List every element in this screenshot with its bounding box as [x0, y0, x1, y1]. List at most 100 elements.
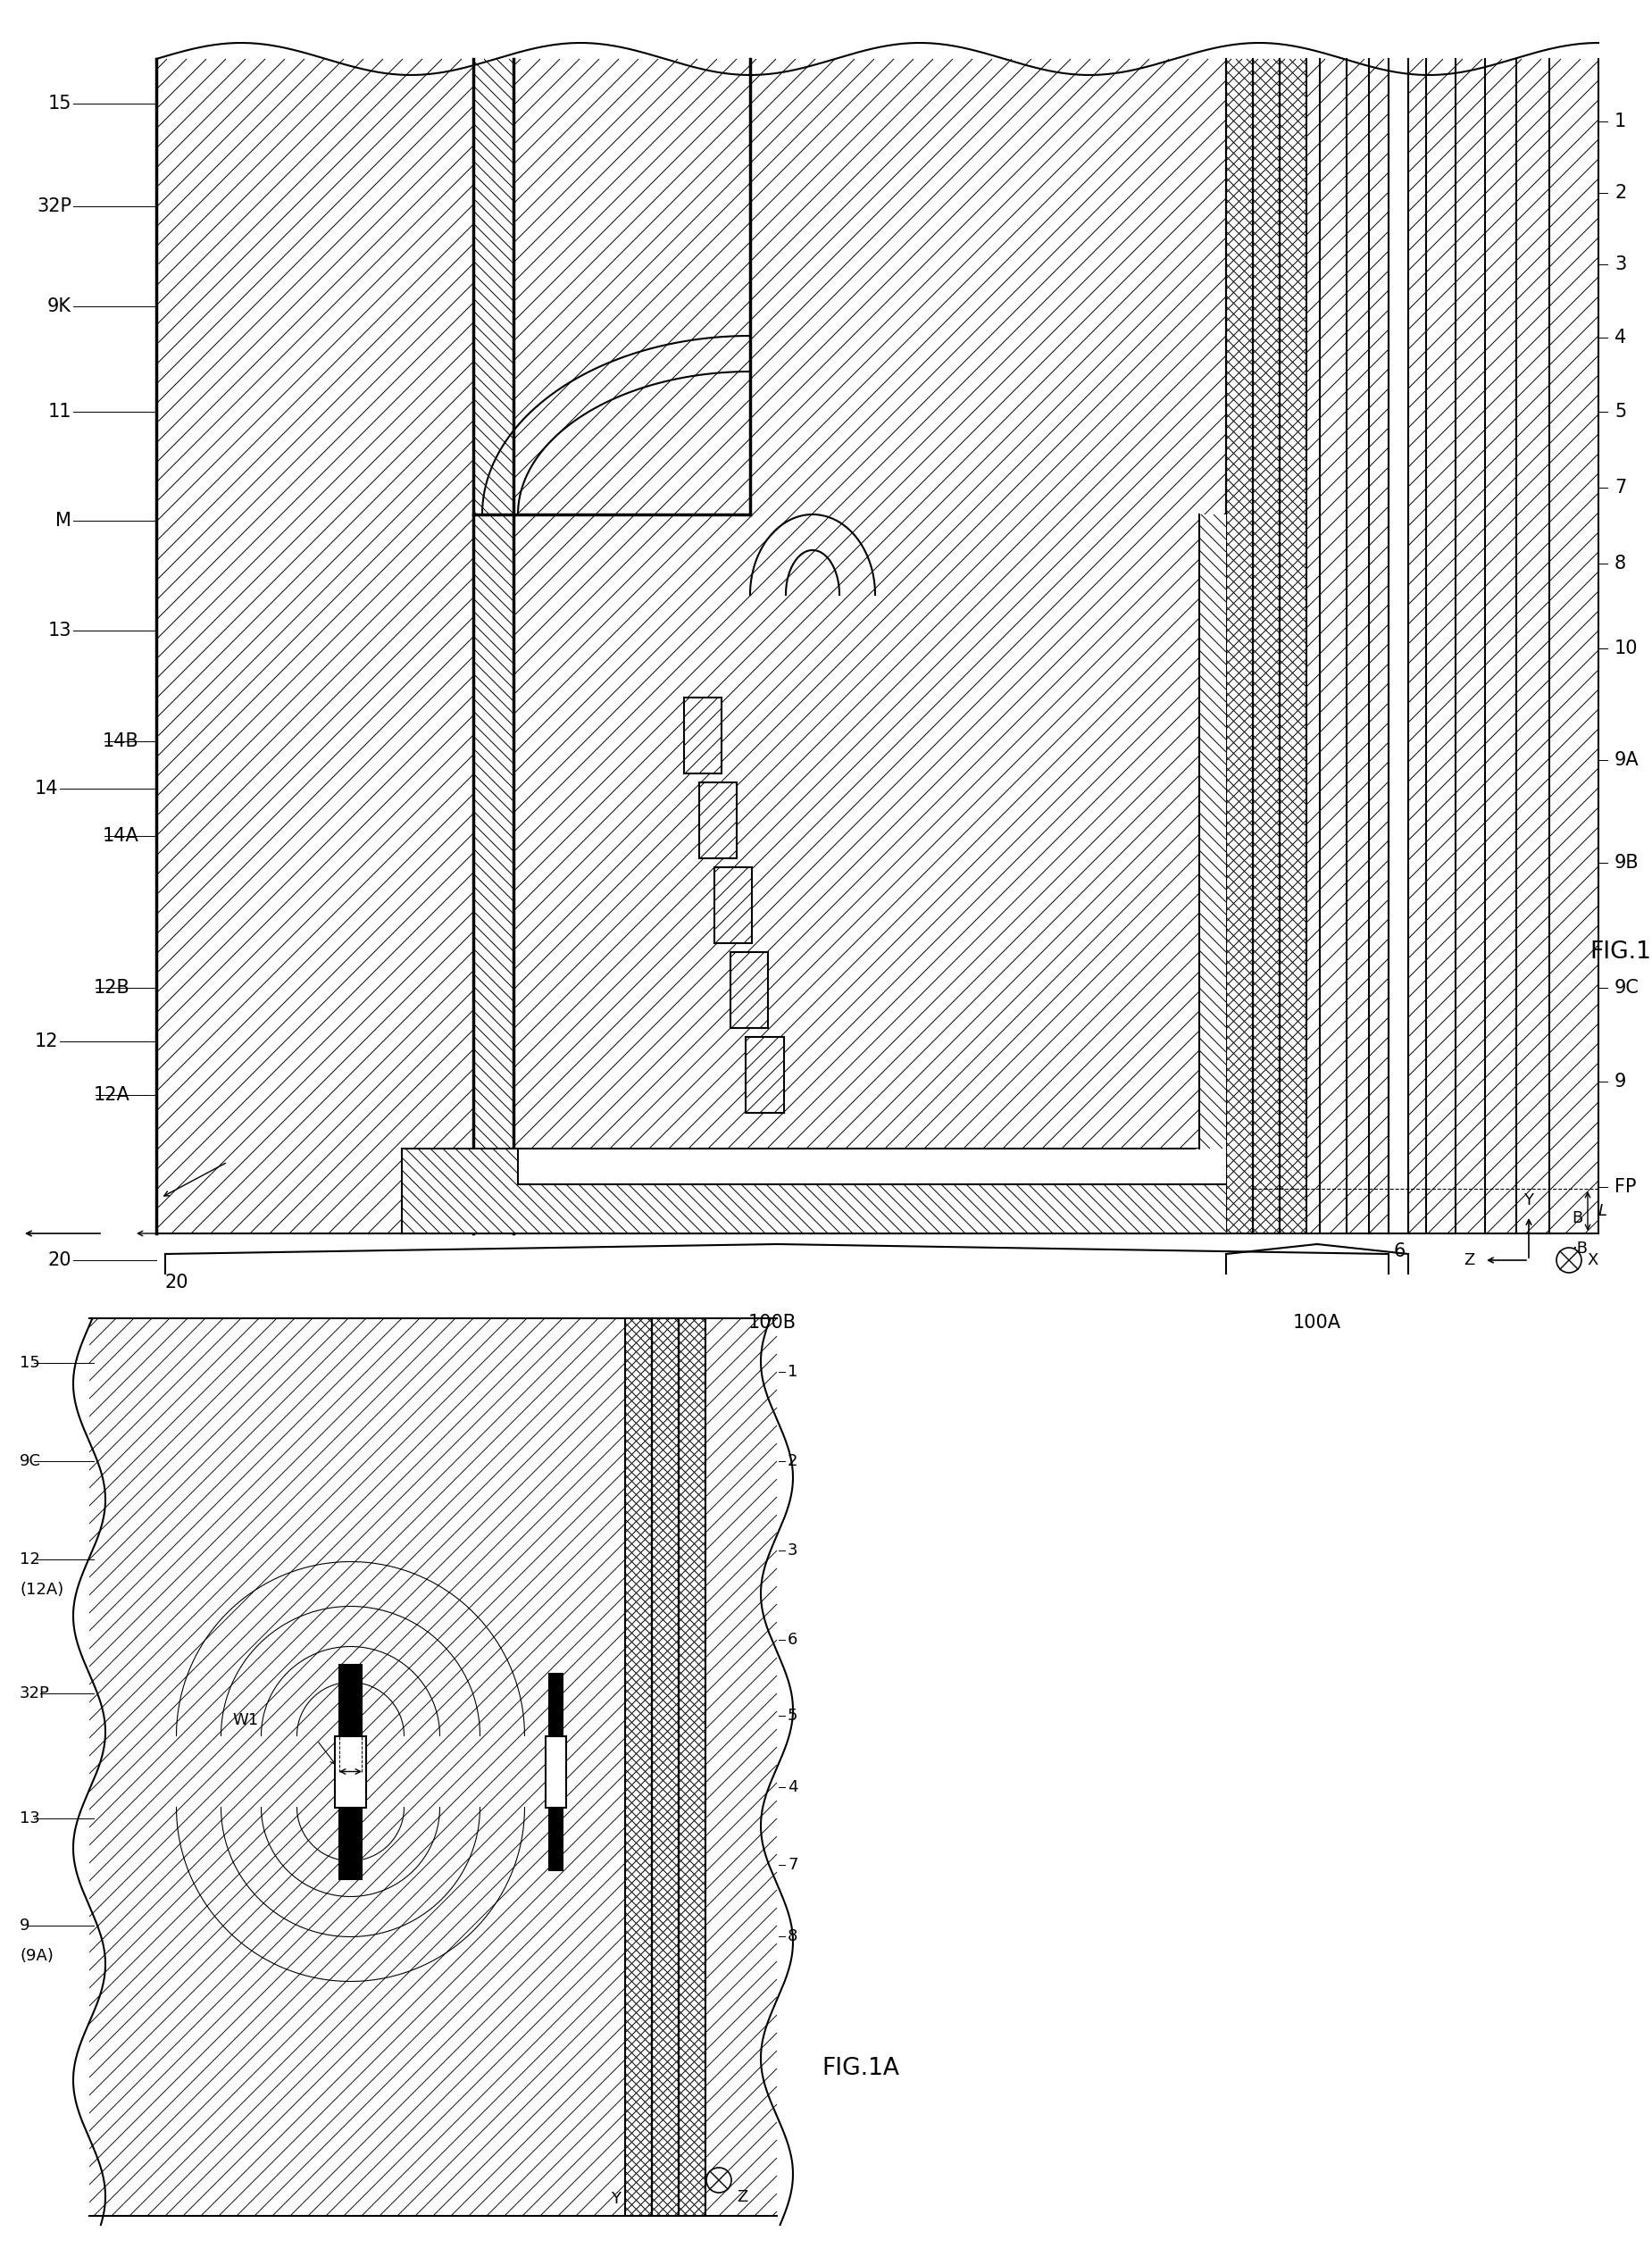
Text: 1: 1 [788, 1364, 798, 1379]
Bar [1280, 59, 1307, 1234]
Bar [745, 1037, 785, 1112]
Text: Z: Z [1464, 1253, 1475, 1268]
Text: 12A: 12A [94, 1085, 131, 1103]
Bar [653, 1318, 679, 2215]
Bar [679, 1318, 705, 2215]
Text: 12: 12 [20, 1552, 40, 1567]
Bar [699, 781, 737, 858]
Bar [1226, 59, 1599, 1234]
Text: W1: W1 [337, 1710, 363, 1726]
Text: L: L [1599, 1203, 1607, 1219]
Text: 100A: 100A [1294, 1314, 1341, 1332]
Text: 5: 5 [788, 1708, 798, 1724]
Text: 9K: 9K [48, 297, 71, 315]
Bar [1389, 59, 1408, 1234]
Bar [1252, 59, 1280, 1234]
Bar [519, 1148, 1226, 1185]
Bar [1252, 59, 1280, 1234]
Bar [684, 698, 722, 772]
Bar [745, 1037, 785, 1112]
Text: (12A): (12A) [20, 1581, 64, 1597]
Bar [548, 1674, 563, 1735]
Bar [545, 1735, 567, 1807]
Text: 9A: 9A [1614, 752, 1639, 770]
Text: 7: 7 [788, 1857, 798, 1873]
Text: 5: 5 [1614, 403, 1626, 421]
Text: 3: 3 [788, 1542, 798, 1558]
Text: Y: Y [1523, 1191, 1533, 1210]
Text: 11: 11 [48, 403, 71, 421]
Text: 3: 3 [1614, 256, 1626, 274]
Text: 9B: 9B [1614, 854, 1639, 872]
Bar [1226, 59, 1252, 1234]
Text: 13: 13 [20, 1810, 40, 1826]
Text: 1: 1 [1614, 113, 1626, 131]
Bar [730, 951, 768, 1028]
Text: 9: 9 [20, 1918, 30, 1934]
Bar [548, 1807, 563, 1871]
Bar [679, 1318, 705, 2215]
Bar [1199, 514, 1226, 1148]
Text: 12: 12 [35, 1033, 58, 1051]
Text: 6: 6 [1393, 1243, 1404, 1259]
Text: 32P: 32P [36, 197, 71, 215]
Text: 10: 10 [1614, 639, 1639, 657]
Bar [653, 1318, 679, 2215]
Bar [1226, 59, 1252, 1234]
Text: 4: 4 [788, 1778, 798, 1796]
Bar [31, 1318, 803, 2224]
Text: M: M [56, 512, 71, 530]
Bar [1280, 59, 1307, 1234]
Text: W1: W1 [233, 1712, 258, 1728]
Text: FP: FP [1614, 1178, 1637, 1196]
Text: 6: 6 [788, 1631, 798, 1649]
Bar [401, 1148, 1226, 1234]
Bar [335, 1735, 367, 1807]
Bar [714, 867, 752, 942]
Text: 14A: 14A [102, 827, 139, 845]
Text: 7: 7 [1614, 478, 1626, 496]
Bar [714, 867, 752, 942]
Bar [679, 1318, 705, 2215]
Bar [339, 1807, 362, 1878]
Text: 9C: 9C [20, 1454, 41, 1470]
Text: 4: 4 [1614, 328, 1626, 347]
Bar [1280, 59, 1307, 1234]
Bar [157, 59, 1226, 1234]
Text: 9: 9 [1614, 1074, 1627, 1089]
Bar [624, 1318, 653, 2215]
Bar [1226, 59, 1252, 1234]
Bar [653, 1318, 679, 2215]
Text: 8: 8 [788, 1928, 798, 1943]
Bar [1252, 59, 1280, 1234]
Text: 15: 15 [48, 95, 71, 113]
Text: 13: 13 [48, 621, 71, 639]
Text: 100B: 100B [748, 1314, 796, 1332]
Text: 20: 20 [48, 1250, 71, 1268]
Bar [339, 1665, 362, 1735]
Text: 15: 15 [20, 1354, 40, 1370]
Text: ·B: ·B [1571, 1241, 1588, 1257]
Circle shape [1556, 1248, 1581, 1273]
Text: (9A): (9A) [20, 1948, 53, 1964]
Bar [157, 32, 1599, 1287]
Text: 14B: 14B [102, 732, 139, 750]
Circle shape [707, 2168, 732, 2193]
Text: 14: 14 [35, 779, 58, 797]
Bar [401, 1148, 1226, 1234]
Text: 20: 20 [165, 1273, 188, 1291]
Text: 2: 2 [1614, 183, 1626, 202]
Text: X: X [687, 2109, 699, 2125]
Bar [730, 951, 768, 1028]
Bar [89, 1318, 776, 2215]
Bar [1199, 514, 1226, 1148]
Text: B: B [1571, 1210, 1583, 1225]
Text: 9C: 9C [1614, 978, 1639, 997]
Bar [699, 781, 737, 858]
Text: 8: 8 [1614, 555, 1626, 573]
Bar [472, 59, 514, 1234]
Bar [684, 698, 722, 772]
Bar [624, 1318, 653, 2215]
Text: X: X [1588, 1253, 1597, 1268]
Text: Z: Z [737, 2188, 748, 2206]
